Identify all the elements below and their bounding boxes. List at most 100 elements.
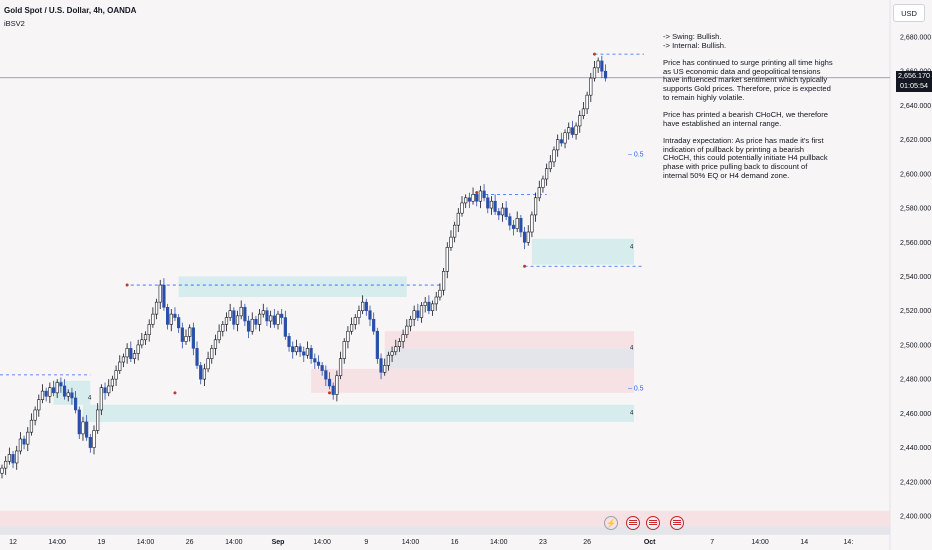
candle xyxy=(548,155,552,173)
supply-zone xyxy=(311,368,634,393)
candle xyxy=(500,202,505,222)
candle-up xyxy=(184,336,188,342)
candle-up xyxy=(464,197,468,204)
candle xyxy=(191,322,195,356)
candle xyxy=(313,353,317,369)
candle-down xyxy=(62,385,67,397)
candle-up xyxy=(515,218,519,229)
candle-up xyxy=(585,94,589,110)
candle xyxy=(515,211,519,233)
candle-up xyxy=(567,127,571,134)
x-tick-label: 16 xyxy=(451,539,459,546)
candle xyxy=(188,324,192,342)
candle-up xyxy=(357,310,361,318)
candle xyxy=(522,226,527,250)
us-flag-icon[interactable] xyxy=(646,516,660,530)
candle xyxy=(228,303,232,321)
candle xyxy=(199,362,203,385)
candle-up xyxy=(118,361,122,371)
candle xyxy=(147,319,151,342)
candle-up xyxy=(261,310,265,315)
candle-down xyxy=(103,387,107,394)
lightning-icon[interactable]: ⚡ xyxy=(604,516,618,530)
candle-up xyxy=(353,317,357,325)
candle xyxy=(18,432,23,455)
candle-up xyxy=(541,178,545,188)
candle xyxy=(361,295,365,315)
y-tick-label: 2,480.000 xyxy=(900,377,931,384)
candle xyxy=(430,300,435,316)
candle-up xyxy=(40,390,45,400)
candle xyxy=(441,267,446,296)
x-tick-label: 19 xyxy=(97,539,105,546)
candle xyxy=(526,225,530,246)
candle xyxy=(158,279,162,310)
candle-up xyxy=(390,351,394,356)
candle-up xyxy=(250,318,254,332)
us-flag-icon[interactable] xyxy=(626,516,640,530)
y-tick-label: 2,520.000 xyxy=(900,308,931,315)
x-tick-label: 14:00 xyxy=(225,539,243,546)
swing-point-marker xyxy=(475,191,479,195)
candle-up xyxy=(346,330,350,342)
candle-down xyxy=(504,207,508,217)
candle xyxy=(379,353,383,380)
candle-down xyxy=(195,348,199,366)
candle-down xyxy=(254,318,258,325)
candle-down xyxy=(379,358,383,373)
candle xyxy=(74,391,78,414)
candle-up xyxy=(335,375,339,395)
candle xyxy=(497,208,501,221)
candle-down xyxy=(570,127,574,135)
candle-up xyxy=(574,125,578,135)
x-tick-label: 7 xyxy=(710,539,714,546)
candle-down xyxy=(375,330,379,359)
candle xyxy=(221,320,225,337)
candle xyxy=(511,220,516,236)
candle-up xyxy=(213,339,218,349)
candle xyxy=(464,194,468,209)
candle-up xyxy=(578,115,582,127)
candle-down xyxy=(482,190,486,199)
candle-up xyxy=(66,392,70,397)
candle xyxy=(250,312,254,335)
candle-down xyxy=(603,70,608,79)
x-tick-label: 14:00 xyxy=(313,539,331,546)
candle-up xyxy=(383,365,387,373)
x-tick-label: 14 xyxy=(800,539,808,546)
candle xyxy=(92,425,96,455)
candle-down xyxy=(177,317,181,329)
candle xyxy=(206,351,210,373)
x-tick-label: 14:00 xyxy=(490,539,508,546)
candle-up xyxy=(33,409,37,421)
candle-up xyxy=(136,344,140,354)
us-flag-icon[interactable] xyxy=(670,516,684,530)
candle xyxy=(445,242,449,279)
indicator-name: iBSV2 xyxy=(4,19,25,28)
currency-button[interactable]: USD xyxy=(893,4,925,22)
candle-up xyxy=(121,356,126,363)
candle xyxy=(416,303,420,321)
candle xyxy=(40,384,45,404)
candle-down xyxy=(519,218,523,233)
candle-down xyxy=(59,382,63,387)
candle xyxy=(48,382,52,404)
candle xyxy=(563,129,567,149)
zone-tag: 4 xyxy=(630,245,634,251)
candle-down xyxy=(600,60,604,72)
candle xyxy=(419,302,424,323)
candle xyxy=(118,355,122,375)
candle-down xyxy=(199,365,203,380)
candle-up xyxy=(526,231,530,243)
candle-up xyxy=(581,108,586,116)
candle xyxy=(59,377,63,393)
candle-up xyxy=(140,339,144,346)
candle xyxy=(291,341,295,359)
candle xyxy=(224,312,229,332)
candle-up xyxy=(556,139,560,151)
candle xyxy=(66,389,70,402)
candle-down xyxy=(559,139,563,144)
candle xyxy=(151,307,155,328)
candle-up xyxy=(592,67,597,79)
